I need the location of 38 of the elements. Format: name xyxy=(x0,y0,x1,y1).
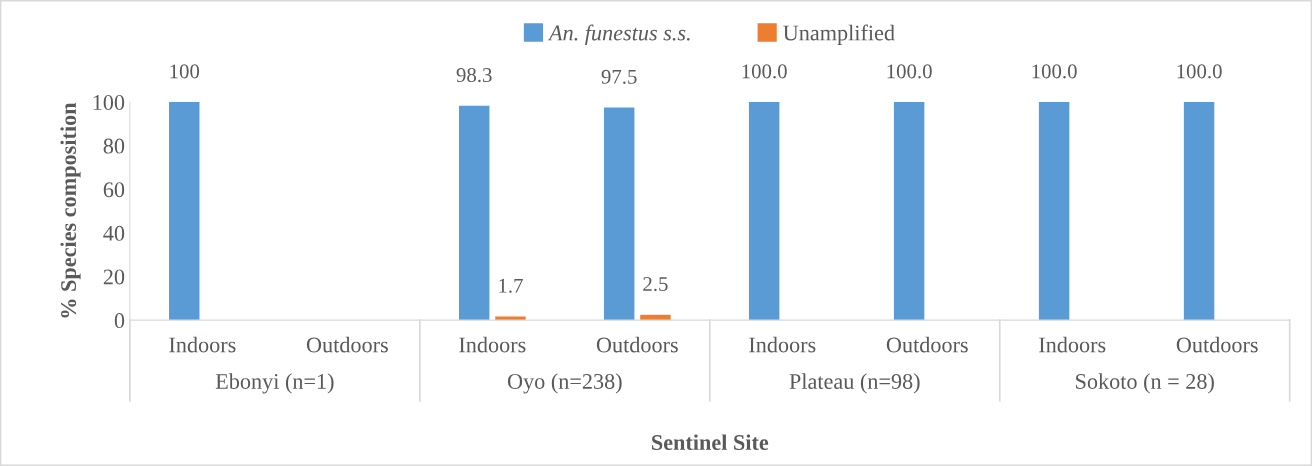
y-tick-label: 0 xyxy=(114,313,125,329)
bar xyxy=(748,102,780,321)
y-axis-title: % Species composition xyxy=(60,102,81,318)
bar xyxy=(1038,102,1070,321)
y-tick-label: 100 xyxy=(93,94,125,110)
x-tick-label: Indoors xyxy=(749,336,816,353)
x-tick-label: Outdoors xyxy=(596,336,678,353)
data-label: 1.7 xyxy=(499,278,523,293)
y-tick-label: 40 xyxy=(103,225,125,241)
text: Sokoto (n = 28) xyxy=(1076,373,1214,394)
bar xyxy=(1183,102,1215,321)
data-label: 97.5 xyxy=(601,69,637,84)
x-tick-label: Outdoors xyxy=(306,336,388,353)
x-tick-label: Outdoors xyxy=(886,336,968,353)
data-label: 2.5 xyxy=(643,277,668,292)
text: Ebonyi (n=1) xyxy=(215,373,334,394)
text: Plateau (n=98) xyxy=(789,373,920,394)
y-tick-label: 60 xyxy=(103,182,125,198)
x-axis-title: Sentinel Site xyxy=(652,434,769,451)
data-label: 100 xyxy=(170,64,200,79)
y-tick-label: 80 xyxy=(103,138,125,154)
legend-label: An. funestus s.s. xyxy=(547,24,690,45)
text: Oyo (n=238) xyxy=(507,373,622,394)
x-tick-label: Outdoors xyxy=(1176,336,1258,353)
data-label: 100.0 xyxy=(1032,64,1077,79)
x-tick-label: Indoors xyxy=(459,336,526,353)
data-label: 100.0 xyxy=(1177,64,1222,79)
legend-label: Unamplified xyxy=(783,24,895,45)
bar xyxy=(169,102,200,321)
bar xyxy=(603,107,635,321)
x-tick-label: Indoors xyxy=(169,336,236,353)
bar xyxy=(458,105,490,321)
x-tick-label: Indoors xyxy=(1039,336,1106,353)
data-label: 100.0 xyxy=(742,64,787,79)
bar xyxy=(893,102,925,321)
y-tick-label: 20 xyxy=(103,269,125,285)
data-label: 98.3 xyxy=(456,68,492,83)
data-label: 100.0 xyxy=(887,64,932,79)
